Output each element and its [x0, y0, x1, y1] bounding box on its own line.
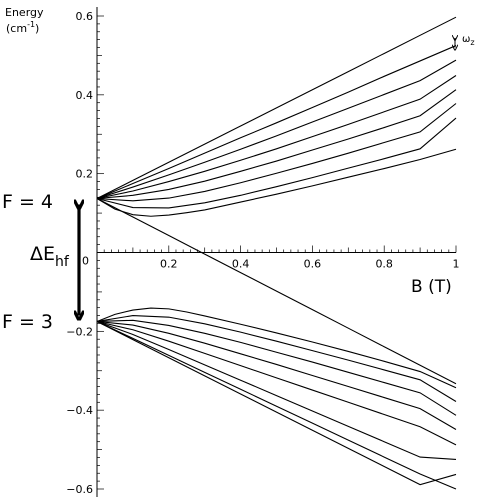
energy-level-line-1: [96, 16, 457, 199]
energy-level-line-9: [96, 198, 457, 385]
energy-level-line-2: [96, 45, 457, 200]
x-tick-label: 1: [453, 258, 460, 271]
y-tick-label: −0.6: [66, 483, 93, 496]
energy-level-line-3: [96, 59, 457, 200]
y-axis-label-line1: Energy: [5, 6, 44, 19]
x-axis-label: B (T): [411, 277, 452, 297]
y-axis-label-line2: (cm-1): [6, 20, 39, 35]
tick-marks: [97, 15, 457, 490]
energy-level-line-17: [96, 320, 457, 490]
omega-z-label: ωz: [462, 34, 475, 47]
energy-level-line-5: [96, 89, 457, 200]
energy-level-line-10: [96, 307, 457, 389]
energy-level-line-12: [96, 319, 457, 416]
x-tick-label: 0.2: [160, 258, 178, 271]
energy-level-line-8: [96, 148, 457, 217]
y-tick-label: 0.6: [76, 10, 94, 23]
energy-curves: [96, 16, 457, 490]
y-tick-label: −0.4: [66, 404, 93, 417]
y-tick-label: 0.2: [76, 168, 94, 181]
tick-labels: 0.2 0.4 0.6 0.8 1 0 0.6 0.4 0.2 −0.2 −0.4 −0.6: [66, 10, 459, 496]
origin-label: 0: [82, 255, 89, 268]
f4-label: F = 4: [2, 191, 53, 213]
y-tick-label: −0.2: [66, 325, 93, 338]
energy-level-line-7: [96, 117, 457, 209]
energy-level-line-6: [96, 103, 457, 202]
delta-e-hf-label: ΔEhf: [30, 243, 70, 270]
x-tick-label: 0.4: [232, 258, 250, 271]
energy-level-line-11: [96, 315, 457, 402]
x-tick-label: 0.6: [304, 258, 322, 271]
energy-level-line-4: [96, 75, 457, 200]
energy-level-line-15: [96, 320, 457, 460]
f3-label: F = 3: [2, 311, 53, 333]
energy-level-line-13: [96, 320, 457, 430]
energy-level-line-14: [96, 320, 457, 446]
energy-level-line-16: [96, 320, 457, 486]
y-tick-label: 0.4: [76, 89, 94, 102]
x-tick-label: 0.8: [375, 258, 393, 271]
